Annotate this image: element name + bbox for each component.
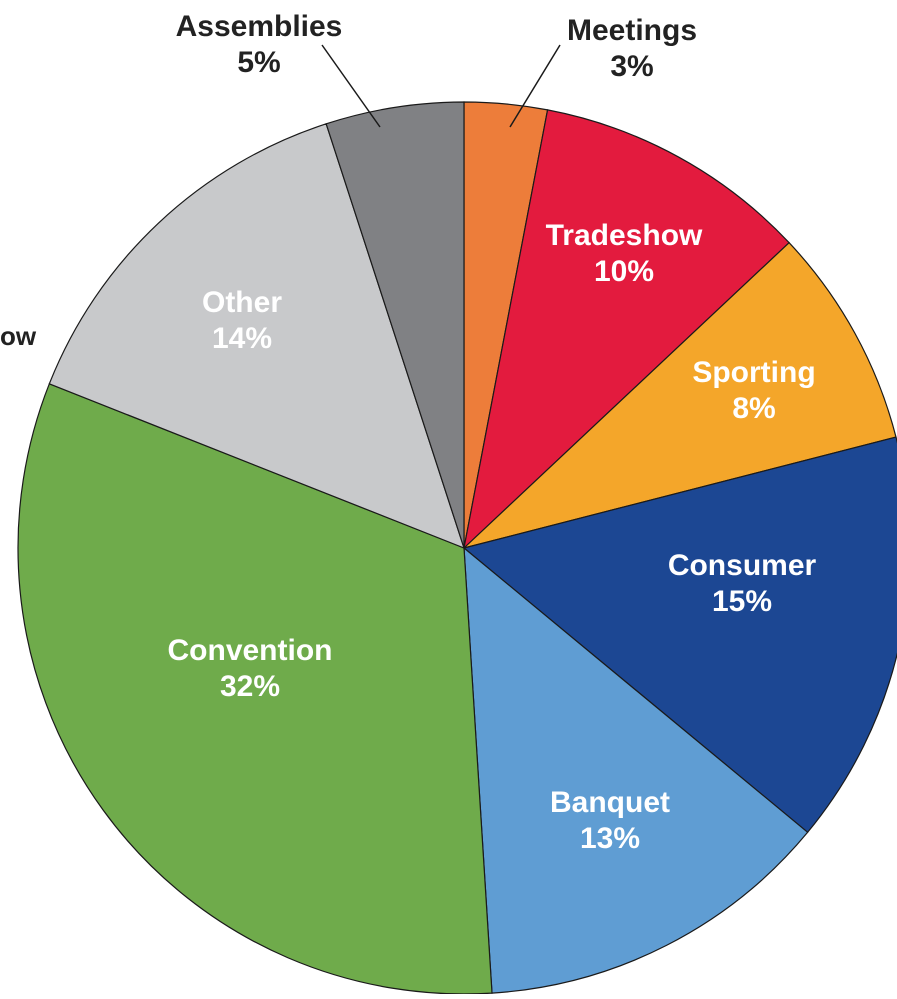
- slice-label-tradeshow: Tradeshow: [546, 219, 703, 252]
- slice-value-assemblies: 5%: [237, 46, 280, 79]
- clipped-label-fragment: ow: [0, 321, 37, 351]
- slice-label-consumer: Consumer: [668, 549, 817, 582]
- leader-line-assemblies: [321, 44, 381, 128]
- slice-label-sporting: Sporting: [692, 356, 815, 389]
- pie-slice-tradeshow: [463, 109, 790, 550]
- leader-lines: [321, 44, 561, 128]
- slice-value-other: 14%: [212, 322, 272, 355]
- slice-label-convention: Convention: [168, 634, 333, 667]
- slice-label-meetings: Meetings: [567, 14, 697, 47]
- pie-slice-banquet: [463, 546, 809, 994]
- slice-label-other: Other: [202, 286, 282, 319]
- pie-slices: [17, 101, 897, 995]
- slice-value-convention: 32%: [220, 670, 280, 703]
- leader-line-meetings: [509, 44, 561, 128]
- pie-slice-sporting: [463, 241, 897, 549]
- pie-slice-consumer: [462, 436, 897, 834]
- slice-value-meetings: 3%: [610, 50, 653, 83]
- slice-value-sporting: 8%: [732, 392, 775, 425]
- slice-label-banquet: Banquet: [550, 786, 670, 819]
- pie-slice-assemblies: [325, 101, 465, 549]
- slice-value-banquet: 13%: [580, 822, 640, 855]
- slice-value-consumer: 15%: [712, 585, 772, 618]
- slice-label-assemblies: Assemblies: [176, 10, 343, 43]
- slice-value-tradeshow: 10%: [594, 255, 654, 288]
- pie-slice-convention: [17, 383, 493, 995]
